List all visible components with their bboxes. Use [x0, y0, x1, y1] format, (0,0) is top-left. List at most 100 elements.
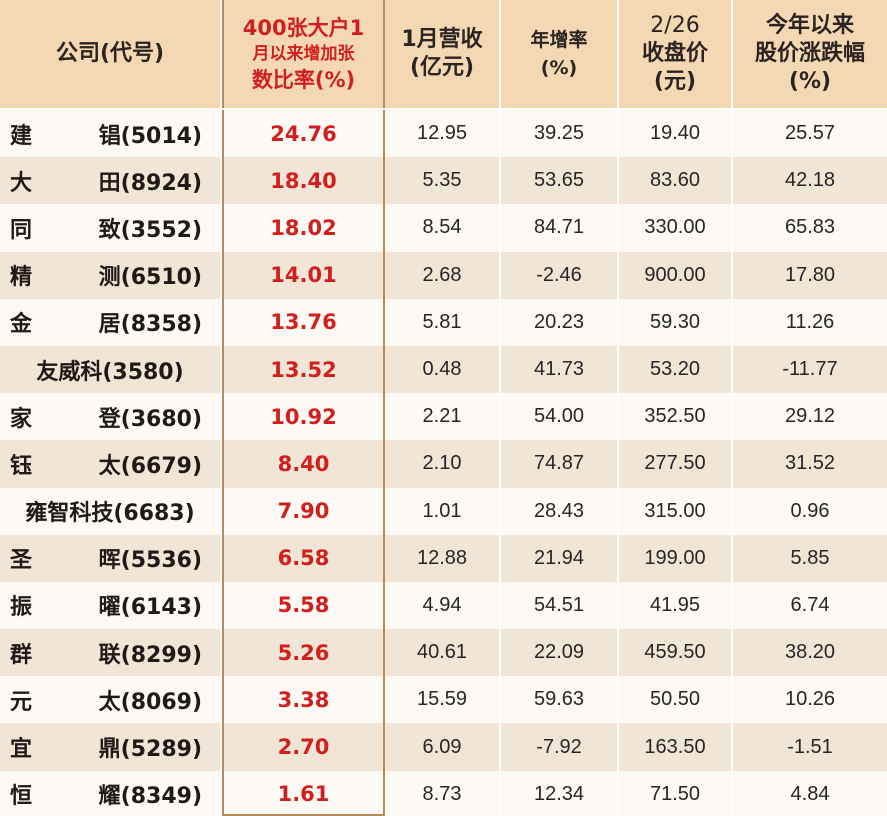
ytd-change-cell: 25.57: [784, 122, 836, 145]
table-body: 建 锠(5014) 24.76 12.95 39.25 19.40 25.57 大 田(8924…: [0, 110, 887, 816]
ratio-cell: 6.58: [222, 534, 385, 582]
growth-cell: 53.65: [501, 157, 619, 205]
company-name-rest-code: 田(8924): [98, 170, 202, 196]
company-name-first-char: 家: [10, 406, 33, 432]
highlight-frame-bottom: [222, 814, 385, 816]
table-header: 公司(代号) 400张大户1 月以来增加张 数比率(%) 1月营收 (亿元) 年…: [0, 0, 887, 110]
close-price-cell: 163.50: [619, 723, 733, 771]
table-row: 友威科(3580) 13.52 0.48 41.73 53.20 -11.77: [0, 345, 887, 394]
header-ytd-line2: 股价涨跌幅: [754, 41, 865, 66]
growth-cell: -2.46: [501, 251, 619, 299]
company-cell: 同 致(3552): [0, 204, 222, 252]
company-name-first-char: 圣: [10, 548, 33, 574]
close-price-cell: 199.00: [619, 534, 733, 582]
header-close-line1: 2/26: [650, 13, 700, 38]
ytd-change-cell: 31.52: [784, 452, 836, 475]
close-price-cell: 330.00: [619, 204, 733, 252]
company-name-rest-code: 耀(8349): [98, 784, 202, 810]
company-cell: 宜 鼎(5289): [0, 723, 222, 771]
ratio-cell: 14.01: [222, 251, 385, 299]
company-name-first-char: 建: [10, 123, 33, 149]
company-name-rest-code: 太(6679): [98, 453, 202, 479]
table-row: 金 居(8358) 13.76 5.81 20.23 59.30 11.26: [0, 298, 887, 346]
growth-cell: 41.73: [501, 345, 619, 394]
revenue-cell: 40.61: [385, 629, 501, 677]
growth-cell: 22.09: [501, 629, 619, 677]
header-growth-line1: 年增率: [530, 29, 588, 51]
ratio-cell: 5.58: [222, 581, 385, 630]
revenue-cell: 4.94: [385, 581, 501, 630]
revenue-cell: 0.48: [385, 345, 501, 394]
close-price-cell: 53.20: [619, 345, 733, 394]
company-cell: 振 曜(6143): [0, 581, 222, 630]
company-name-first-char: 同: [10, 217, 33, 243]
company-name-first-char: 振: [10, 595, 33, 621]
ratio-cell: 10.92: [222, 393, 385, 441]
ratio-cell: 18.02: [222, 204, 385, 252]
company-name-first-char: 金: [10, 312, 33, 338]
company-cell: 家 登(3680): [0, 393, 222, 441]
header-close-line2: 收盘价: [641, 41, 708, 66]
table-row: 建 锠(5014) 24.76 12.95 39.25 19.40 25.57: [0, 110, 887, 158]
company-name-rest-code: 居(8358): [98, 312, 202, 338]
header-growth: 年增率 (%): [501, 0, 619, 108]
header-growth-line2: (%): [540, 57, 578, 79]
company-name-first-char: 精: [10, 265, 33, 291]
ratio-cell: 2.70: [222, 723, 385, 771]
header-ytd: 今年以来 股价涨跌幅 (%): [733, 0, 887, 108]
table-row: 圣 晖(5536) 6.58 12.88 21.94 199.00 5.85: [0, 534, 887, 582]
table-row: 雍智科技(6683) 7.90 1.01 28.43 315.00 0.96: [0, 487, 887, 535]
ytd-change-cell: 38.20: [784, 641, 836, 664]
close-price-cell: 50.50: [619, 676, 733, 724]
table-row: 元 太(8069) 3.38 15.59 59.63 50.50 10.26: [0, 676, 887, 724]
company-cell: 建 锠(5014): [0, 110, 222, 158]
revenue-cell: 1.01: [385, 487, 501, 535]
header-close: 2/26 收盘价 (元): [619, 0, 733, 108]
growth-cell: 59.63: [501, 676, 619, 724]
company-name-rest-code: 测(6510): [98, 265, 202, 291]
ytd-change-cell: 65.83: [784, 216, 836, 239]
revenue-cell: 12.95: [385, 110, 501, 158]
company-name-rest-code: 联(8299): [98, 642, 202, 668]
table-row: 群 联(8299) 5.26 40.61 22.09 459.50 38.20: [0, 629, 887, 677]
growth-cell: 84.71: [501, 204, 619, 252]
company-cell: 元 太(8069): [0, 676, 222, 724]
revenue-cell: 5.81: [385, 298, 501, 346]
company-name-rest-code: 锠(5014): [98, 123, 202, 149]
growth-cell: 12.34: [501, 770, 619, 816]
ytd-change-cell: 5.85: [790, 546, 830, 569]
table-row: 家 登(3680) 10.92 2.21 54.00 352.50 29.12: [0, 393, 887, 441]
ytd-change-cell: 0.96: [790, 499, 830, 522]
company-name-first-char: 恒: [10, 784, 33, 810]
ytd-change-cell: 17.80: [784, 263, 836, 286]
revenue-cell: 8.73: [385, 770, 501, 816]
revenue-cell: 2.21: [385, 393, 501, 441]
ytd-change-cell: 4.84: [790, 782, 830, 805]
revenue-cell: 12.88: [385, 534, 501, 582]
table-row: 钰 太(6679) 8.40 2.10 74.87 277.50 31.52: [0, 440, 887, 488]
revenue-cell: 6.09: [385, 723, 501, 771]
growth-cell: 28.43: [501, 487, 619, 535]
company-name-rest-code: 太(8069): [98, 689, 202, 715]
header-ytd-line1: 今年以来: [765, 13, 854, 38]
company-name-first-char: 大: [10, 170, 33, 196]
header-revenue-line2: (亿元): [409, 55, 475, 80]
ytd-change-cell: 6.74: [790, 593, 830, 616]
ratio-cell: 8.40: [222, 440, 385, 488]
company-cell: 恒 耀(8349): [0, 770, 222, 816]
ratio-cell: 7.90: [222, 487, 385, 535]
ratio-cell: 13.52: [222, 345, 385, 394]
company-cell: 友威科(3580): [0, 345, 222, 394]
company-name-first-char: 群: [10, 642, 33, 668]
close-price-cell: 277.50: [619, 440, 733, 488]
ratio-cell: 1.61: [222, 770, 385, 816]
growth-cell: 20.23: [501, 298, 619, 346]
company-cell: 雍智科技(6683): [0, 487, 222, 535]
company-cell: 钰 太(6679): [0, 440, 222, 488]
close-price-cell: 352.50: [619, 393, 733, 441]
header-ratio-line3: 数比率(%): [251, 68, 356, 92]
header-company-label: 公司(代号): [55, 41, 165, 66]
ytd-change-cell: 29.12: [784, 405, 836, 428]
revenue-cell: 2.68: [385, 251, 501, 299]
